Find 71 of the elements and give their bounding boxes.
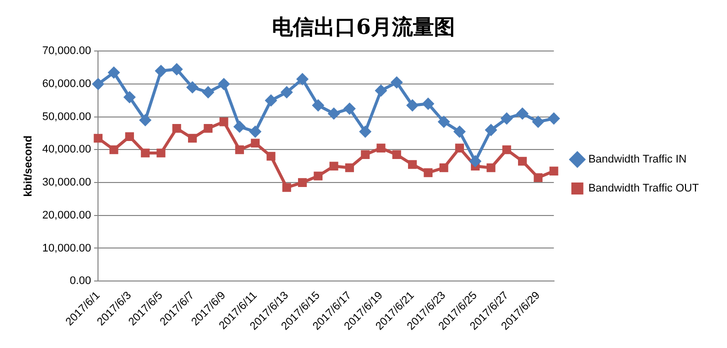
point [282, 183, 292, 192]
point [154, 64, 167, 77]
point [264, 94, 277, 106]
point [172, 124, 182, 133]
point [424, 168, 433, 178]
point [250, 138, 260, 148]
chart-title: 电信出口6月流量图 [272, 14, 455, 40]
point [188, 134, 197, 143]
point [125, 132, 134, 141]
point [455, 144, 464, 152]
point [390, 76, 403, 88]
point [518, 156, 527, 166]
point [109, 145, 118, 154]
point [548, 112, 560, 125]
point [329, 162, 338, 171]
point [235, 145, 244, 154]
point [296, 73, 308, 86]
point [534, 173, 543, 182]
y-axis-title: kbit/second [22, 136, 35, 197]
point [328, 108, 340, 120]
point [94, 134, 103, 143]
legend-label: Bandwidth Traffic OUT [588, 182, 700, 195]
point [406, 99, 418, 112]
point [359, 126, 372, 138]
y-tick-label: 0.00 [70, 275, 92, 288]
legend-label: Bandwidth Traffic IN [588, 154, 687, 166]
point [234, 120, 246, 133]
point [108, 66, 120, 79]
point [484, 124, 497, 136]
point [298, 178, 307, 187]
point [139, 114, 152, 126]
y-tick-label: 50,000.00 [42, 110, 92, 123]
y-tick-label: 60,000.00 [42, 78, 92, 90]
point [392, 150, 402, 160]
point [360, 150, 370, 160]
point [469, 155, 482, 168]
point [376, 144, 386, 152]
point [422, 98, 434, 110]
point [312, 99, 324, 112]
point [219, 117, 228, 126]
point [280, 86, 293, 98]
point [92, 78, 104, 90]
point [502, 145, 512, 154]
point [202, 86, 214, 98]
point [124, 91, 136, 104]
point [218, 78, 230, 90]
point [266, 152, 276, 161]
point [439, 163, 448, 172]
y-tick-label: 20,000.00 [42, 209, 92, 222]
point [156, 148, 166, 158]
point [374, 84, 387, 97]
point [344, 102, 356, 115]
y-tick-label: 70,000.00 [42, 45, 92, 58]
point [516, 108, 528, 120]
point [345, 163, 354, 172]
point [186, 81, 198, 94]
point [140, 148, 150, 158]
y-tick-label: 10,000.00 [42, 242, 92, 254]
point [408, 160, 417, 169]
y-tick-label: 30,000.00 [42, 176, 92, 189]
point [549, 166, 558, 176]
point [454, 126, 466, 138]
point [500, 112, 513, 125]
point [314, 172, 323, 180]
point [438, 116, 450, 128]
point [204, 124, 213, 133]
point [486, 163, 496, 172]
y-tick-label: 40,000.00 [42, 144, 92, 156]
point [170, 63, 183, 76]
point [532, 116, 544, 128]
point [249, 126, 262, 138]
